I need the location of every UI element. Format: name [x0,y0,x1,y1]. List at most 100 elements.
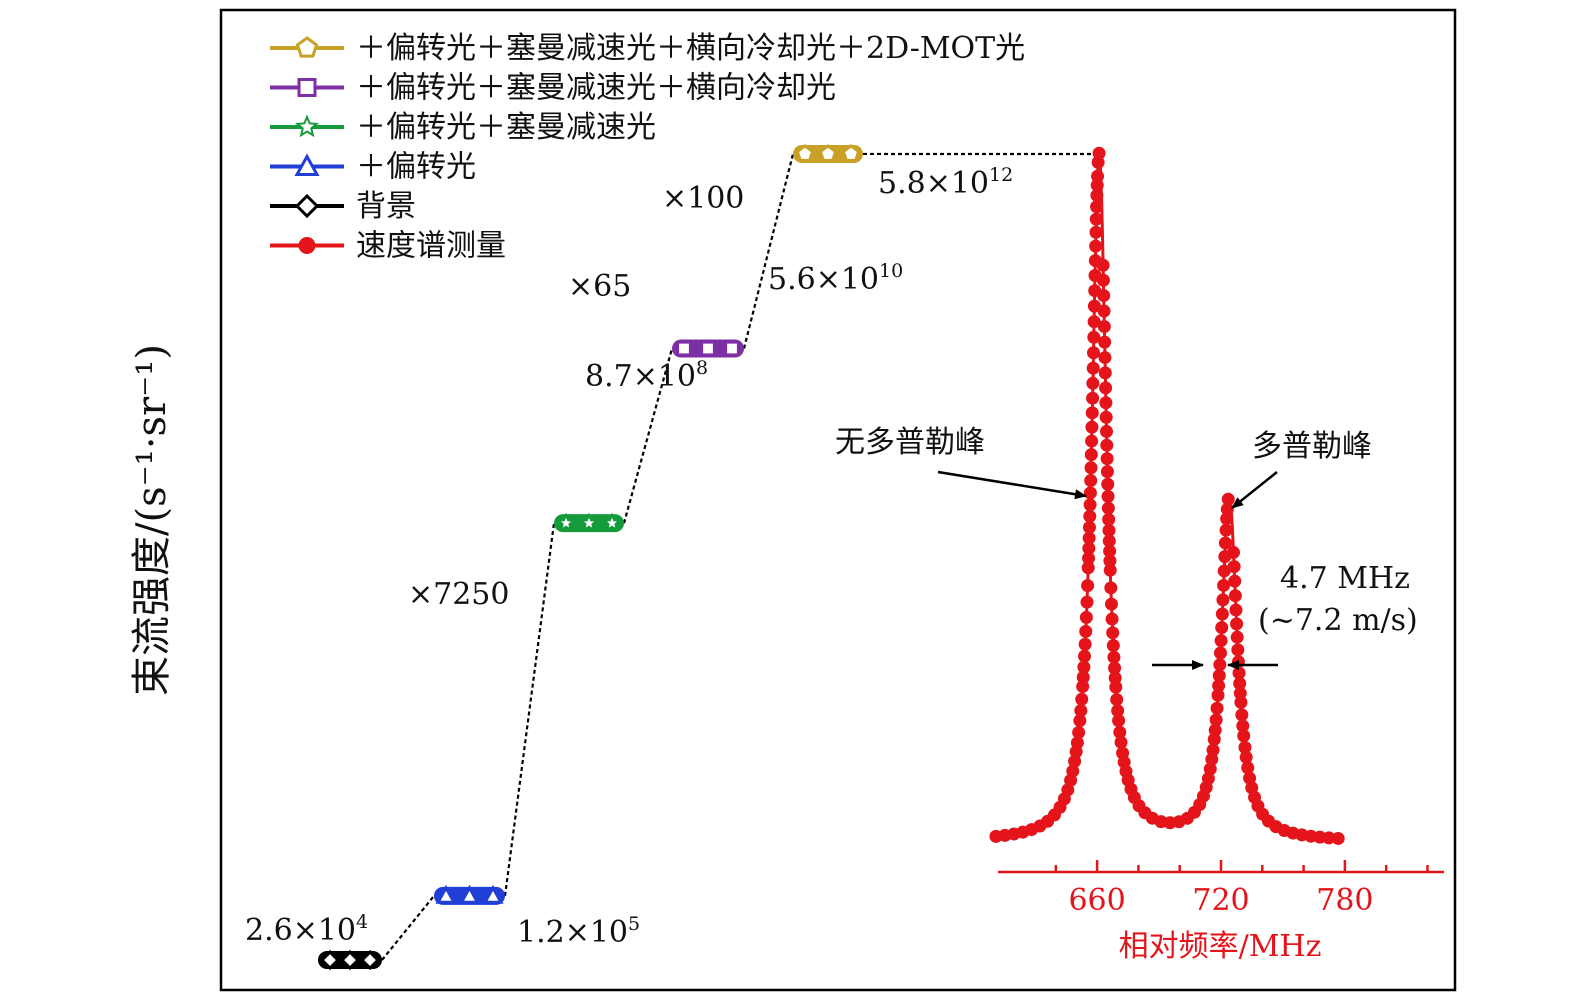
spectrum-point [1097,304,1111,318]
spectrum-point [1099,396,1113,410]
intensity-steps [318,144,1095,971]
spectrum-point [1099,381,1113,395]
legend-marker-spectrum [298,237,316,254]
spectrum-point [1218,536,1232,550]
connector-plus_zeeman [622,348,674,524]
point-background [319,949,341,971]
fwhm-label: 4.7 MHz [1280,561,1410,596]
peak-label-doppler-free: 无多普勒峰 [835,425,985,460]
step-factor-100: ×100 [662,181,744,216]
y-axis-label: 束流强度/(s⁻¹·sr⁻¹) [129,344,175,696]
spectrum-point [1074,704,1088,718]
spectrum-point [1100,424,1114,438]
spectrum-point [1101,477,1115,491]
spectrum-point [1078,649,1092,663]
spectrum-point [1083,486,1097,500]
point-plus_2dmot [818,144,838,162]
legend-marker-background [294,193,320,219]
spectrum-point [1103,563,1117,577]
legend-label-background: 背景 [356,189,416,224]
spectrum-point [1079,624,1093,638]
arrow-doppler-free [937,470,1087,500]
spectrum-point [1100,438,1114,452]
spectrum-point [1097,320,1111,334]
spectrum-point [1083,498,1097,512]
point-plus_zeeman [555,512,577,532]
spectrum-point [1079,610,1093,624]
arrow-doppler [1231,471,1278,509]
spectrum-point [1104,597,1118,611]
spectrum-point [1089,225,1103,239]
spectrum-point [1230,617,1244,631]
connector-plus_polarized [503,523,556,897]
spectrum-point [1215,607,1229,621]
spectrum-point [1104,581,1118,595]
connector-plus_transverse [742,153,795,349]
spectrum-point [1096,273,1110,287]
spectrum-point [1230,630,1244,644]
spectrum-point [1231,643,1245,657]
point-plus_transverse [724,340,740,357]
spectrum-point [1089,212,1103,226]
inset-tick-label: 720 [1192,883,1249,918]
spectrum-point [1206,743,1220,757]
spectrum-point [1098,366,1112,380]
spectrum-line [995,152,1341,841]
spectrum-point [1109,680,1123,694]
spectrum-point [1209,713,1223,727]
point-plus_polarized [458,884,481,904]
legend-label-plus_polarized: ＋偏转光 [356,150,476,185]
spectrum-point [1106,626,1120,640]
step-factor-7250: ×7250 [408,577,509,612]
value-label-transverse: 5.6×1010 [768,260,903,297]
spectrum-point [1213,658,1227,672]
spectrum-point [1098,335,1112,349]
inset-tick-label: 660 [1068,883,1125,918]
spectrum-point [1086,361,1100,375]
legend-label-spectrum: 速度谱测量 [356,229,506,264]
spectrum-point [1100,465,1114,479]
spectrum-point [1105,612,1119,626]
point-background [359,949,381,971]
spectrum-point [1098,351,1112,365]
legend-label-plus_transverse: ＋偏转光＋塞曼减速光＋横向冷却光 [356,71,836,106]
spectrum-point [1235,708,1249,722]
spectrum-point [1081,579,1095,593]
spectrum-point [1083,509,1097,523]
peak-label-doppler: 多普勒峰 [1252,429,1372,464]
spectrum-point [1228,574,1242,588]
point-plus_transverse [676,340,692,357]
connector-background [381,895,435,961]
spectrum-point [1099,410,1113,424]
legend-marker-plus_zeeman [295,114,319,138]
spectrum-point [1101,489,1115,503]
spectrum-point [1085,406,1099,420]
spectrum-point [1237,729,1251,743]
velocity-spectrum-inset: 660 720 780 相对频率/MHz [989,146,1444,964]
spectrum-point [1110,693,1124,707]
spectrum-point [1216,593,1230,607]
value-label-background: 2.6×104 [245,911,368,948]
fwhm-velocity-label: (~7.2 m/s) [1258,603,1418,638]
spectrum-point [1106,639,1120,653]
spectrum-point [1112,714,1126,728]
spectrum-point [1221,492,1235,506]
spectrum-point [1102,513,1116,527]
spectrum-point [1215,621,1229,635]
spectrum-point [1234,695,1248,709]
spectrum-point [1077,660,1091,674]
spectrum-point [1226,545,1240,559]
point-plus_transverse [700,340,716,357]
point-background [339,949,361,971]
spectrum-points [989,146,1345,845]
spectrum-point [1086,376,1100,390]
legend-marker-plus_2dmot [295,36,319,58]
spectrum-point [1101,501,1115,515]
point-plus_polarized [435,884,457,904]
legend-label-plus_zeeman: ＋偏转光＋塞曼减速光 [356,110,656,145]
spectrum-point [1085,420,1099,434]
spectrum-point [1214,634,1228,648]
spectrum-point [1219,523,1233,537]
value-label-polarized: 1.2×105 [517,913,640,950]
